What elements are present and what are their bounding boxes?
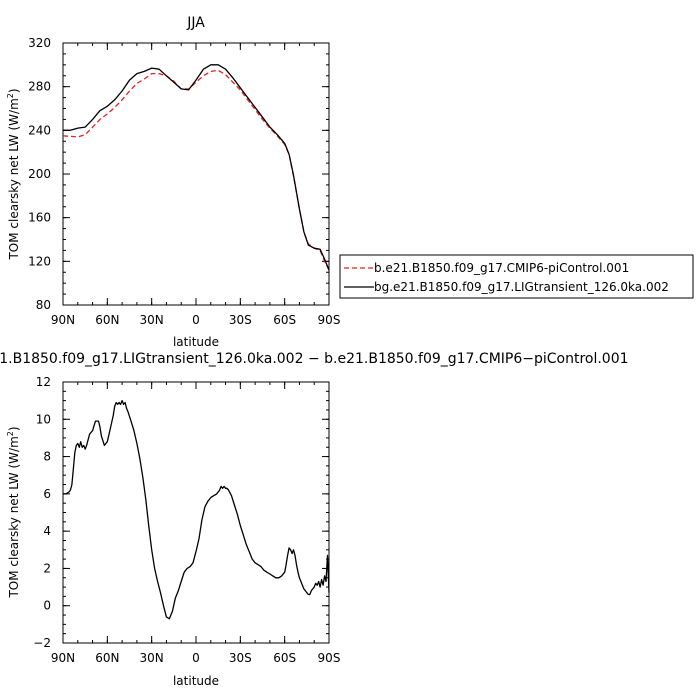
top-panel: 90N 60N 30N 0 30S 60S 90S 80 120 160 200 240 280 320 bbox=[28, 36, 340, 327]
bottom-x-tick-label: 0 bbox=[192, 651, 200, 665]
legend-label-ligtransient: bg.e21.B1850.f09_g17.LIGtransient_126.0k… bbox=[374, 280, 669, 294]
bottom-x-tick-label: 30N bbox=[140, 651, 164, 665]
bottom-y-tick-label: 8 bbox=[43, 450, 51, 464]
legend-label-picontrol: b.e21.B1850.f09_g17.CMIP6-piControl.001 bbox=[374, 261, 629, 275]
bottom-x-tick-label: 60S bbox=[273, 651, 296, 665]
top-y-tick-label: 80 bbox=[36, 298, 51, 312]
top-x-tick-label: 30S bbox=[229, 313, 252, 327]
bottom-panel-y-axis-label: TOM clearsky net LW (W/m2) bbox=[6, 426, 21, 598]
bottom-y-tick-label: 4 bbox=[43, 524, 51, 538]
bottom-plot-frame bbox=[62, 381, 330, 644]
top-x-tick-label: 90S bbox=[318, 313, 341, 327]
bottom-x-tick-label: 90N bbox=[51, 651, 75, 665]
top-x-tick-label: 0 bbox=[192, 313, 200, 327]
top-y-tick-label: 320 bbox=[28, 36, 51, 50]
top-y-tick-label: 120 bbox=[28, 254, 51, 268]
top-x-tick-label: 60N bbox=[95, 313, 119, 327]
top-series-line-0 bbox=[62, 69, 330, 271]
bottom-y-tick-label: 6 bbox=[43, 487, 51, 501]
top-x-tick-label: 30N bbox=[140, 313, 164, 327]
bottom-y-tick-label: 10 bbox=[36, 412, 51, 426]
top-x-tick-label: 90N bbox=[51, 313, 75, 327]
bottom-x-tick-label: 60N bbox=[95, 651, 119, 665]
top-y-tick-label: 200 bbox=[28, 167, 51, 181]
bottom-panel-x-axis-label: latitude bbox=[173, 674, 219, 688]
bottom-panel-title: bg.e21.B1850.f09_g17.LIGtransient_126.0k… bbox=[0, 351, 629, 367]
top-panel-x-axis-label: latitude bbox=[173, 335, 219, 349]
bottom-y-tick-label: −2 bbox=[33, 636, 51, 650]
top-plot-frame bbox=[62, 42, 330, 306]
bottom-x-tick-label: 30S bbox=[229, 651, 252, 665]
top-y-tick-label: 280 bbox=[28, 80, 51, 94]
bottom-panel: 90N 60N 30N 0 30S 60S 90S −2 0 2 4 6 8 10 12 bbox=[33, 375, 340, 665]
bottom-y-tick-label: 0 bbox=[43, 599, 51, 613]
top-panel-title: JJA bbox=[186, 15, 205, 31]
bottom-x-tick-label: 90S bbox=[318, 651, 341, 665]
legend: b.e21.B1850.f09_g17.CMIP6-piControl.001 … bbox=[339, 254, 694, 299]
bottom-series-line-0 bbox=[63, 399, 330, 620]
top-x-tick-label: 60S bbox=[273, 313, 296, 327]
top-panel-y-axis-label: TOM clearsky net LW (W/m2) bbox=[6, 88, 21, 260]
top-series-line-1 bbox=[63, 64, 330, 271]
bottom-y-tick-label: 12 bbox=[36, 375, 51, 389]
bottom-y-tick-label: 2 bbox=[43, 561, 51, 575]
top-y-tick-label: 160 bbox=[28, 211, 51, 225]
legend-box bbox=[339, 254, 694, 299]
top-y-tick-label: 240 bbox=[28, 123, 51, 137]
